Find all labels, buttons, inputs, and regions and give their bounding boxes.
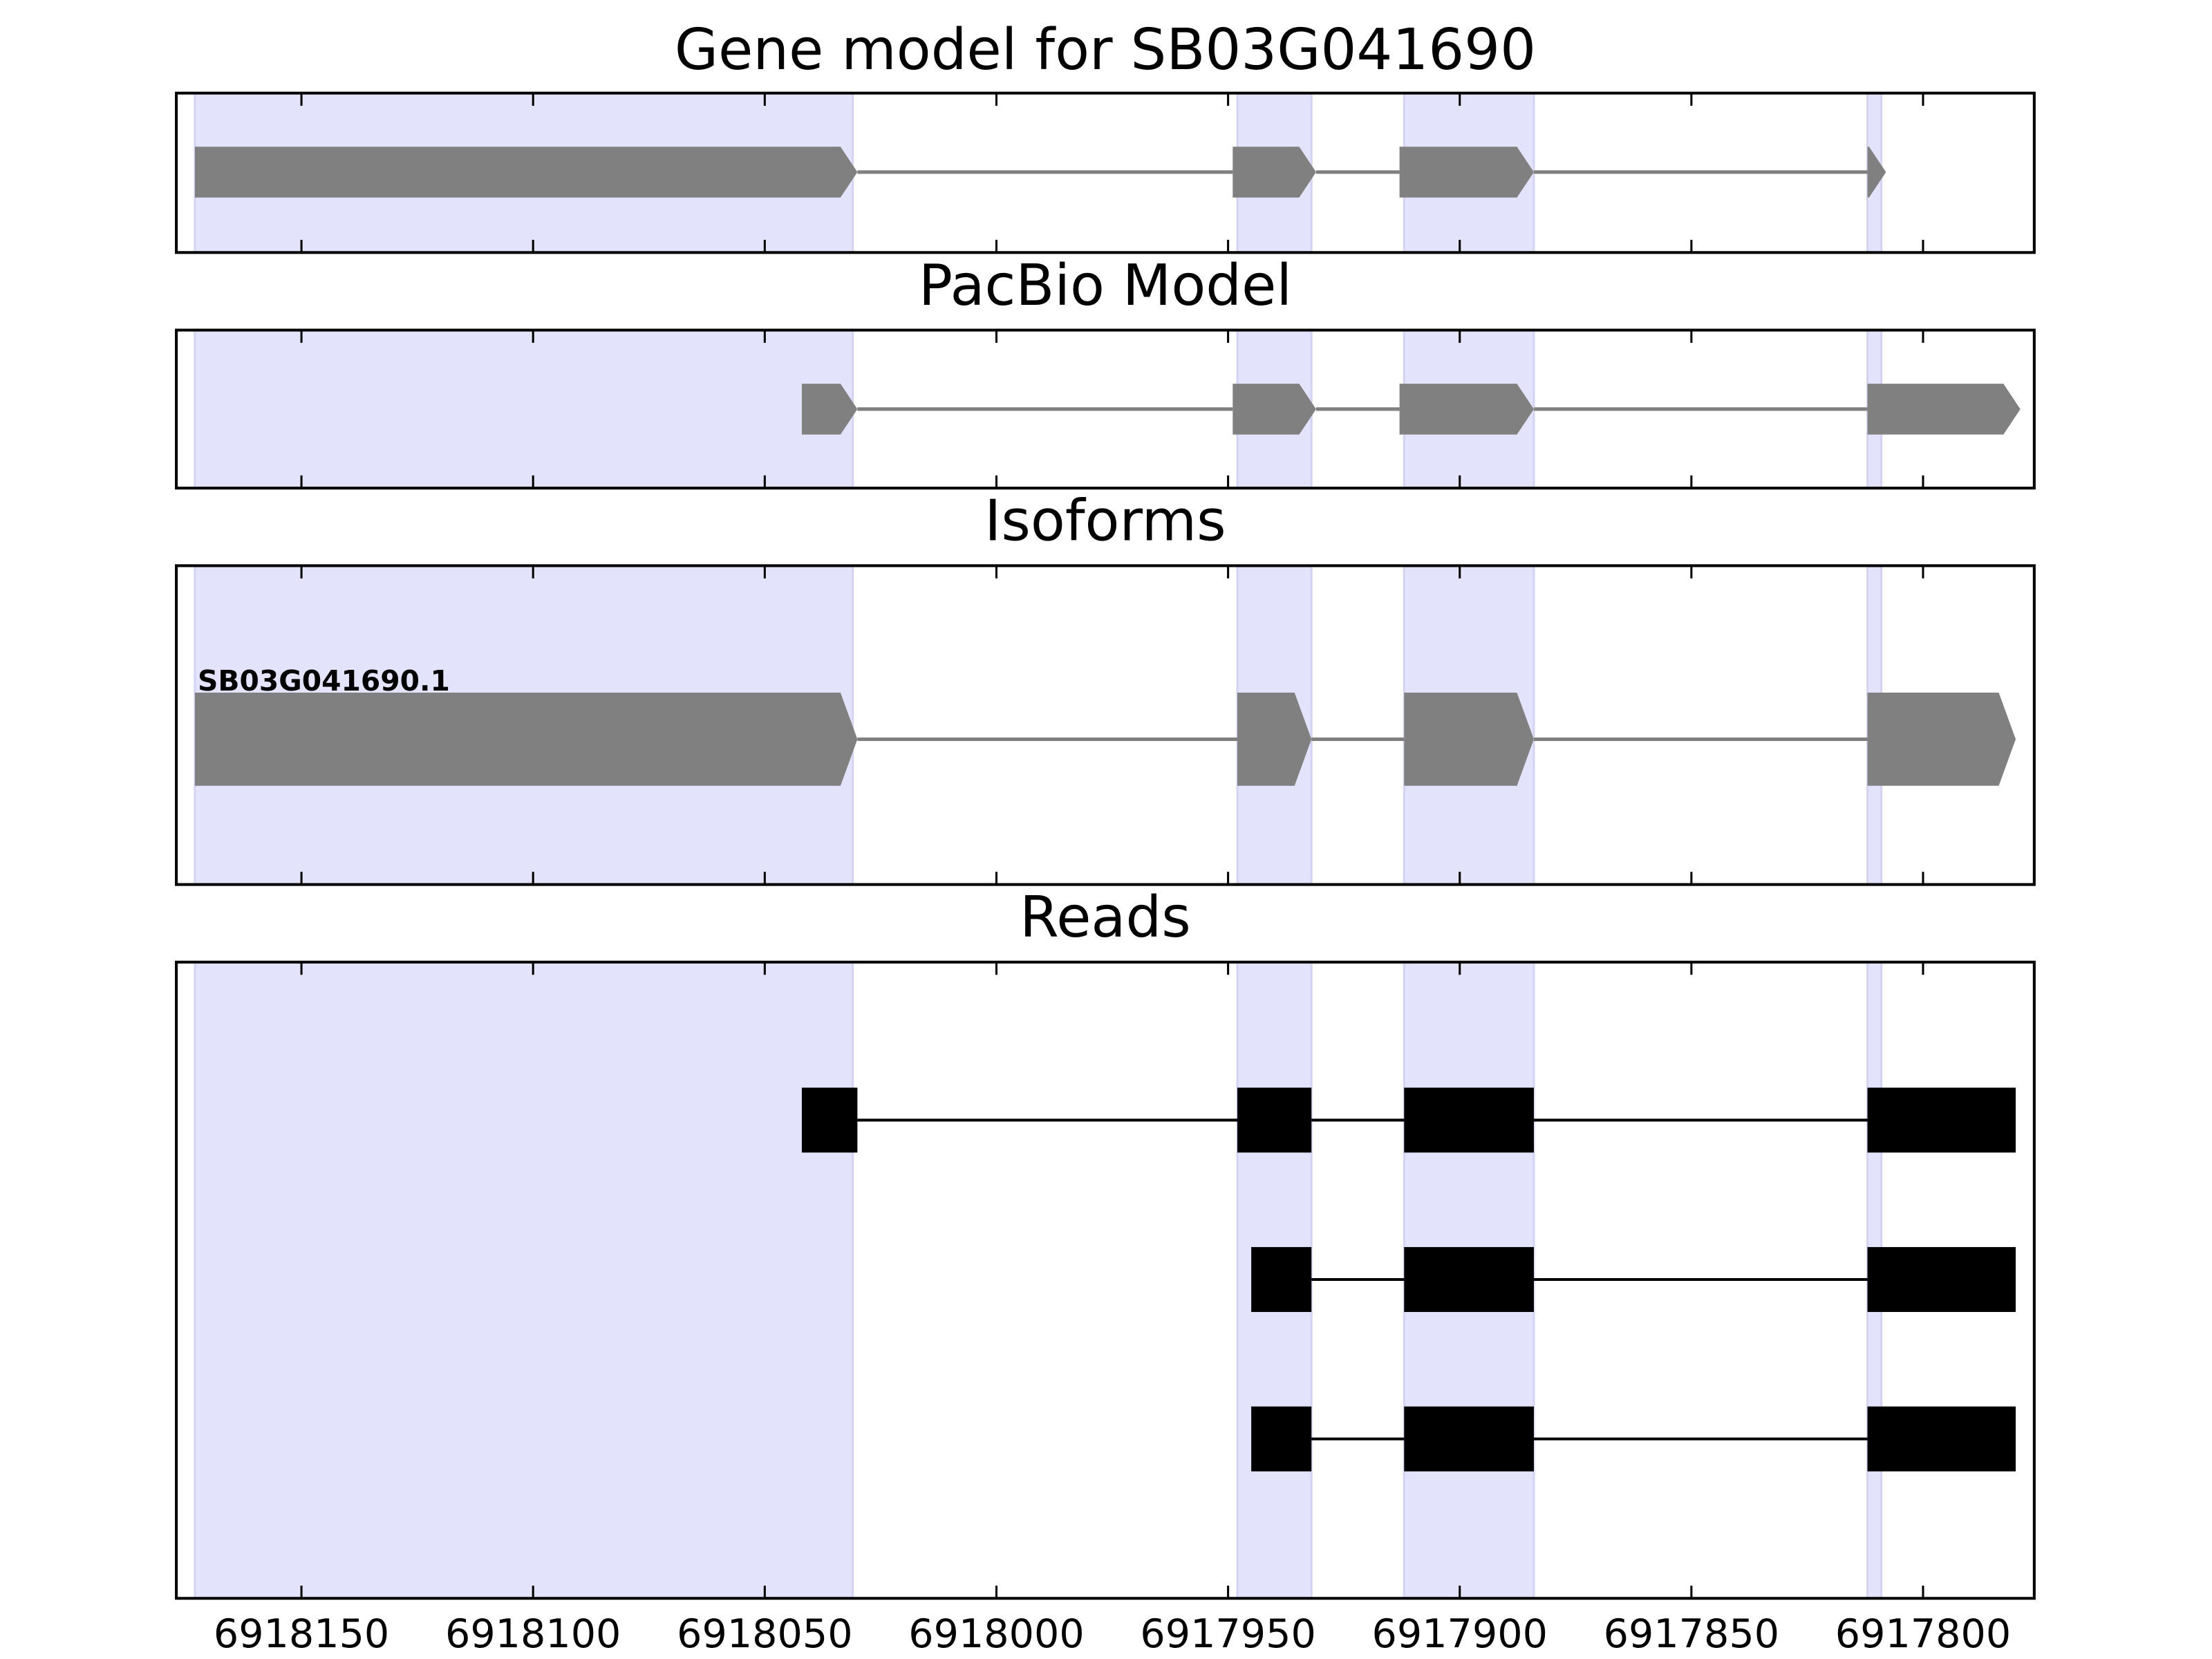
read-block	[1867, 1247, 2016, 1312]
read-block	[1867, 1406, 2016, 1472]
read-block	[1404, 1247, 1534, 1312]
read-block	[1251, 1406, 1312, 1472]
axes-frame	[175, 960, 2036, 1600]
x-tick-label: 6918100	[445, 1611, 621, 1657]
read-block	[1404, 1087, 1534, 1153]
panel: Gene model for SB03G041690	[175, 17, 2036, 254]
read-block	[1251, 1247, 1312, 1312]
x-tick-label: 6917950	[1140, 1611, 1315, 1657]
panel-title: Gene model for SB03G041690	[675, 17, 1536, 83]
exon	[1867, 384, 2021, 435]
x-tick-label: 6917800	[1835, 1611, 2011, 1657]
panel: Isoforms SB03G041690.1	[175, 489, 2036, 886]
read-block	[1404, 1406, 1534, 1472]
isoform-label: SB03G041690.1	[198, 664, 450, 697]
x-tick-label: 6918150	[214, 1611, 389, 1657]
x-tick-label: 6917900	[1372, 1611, 1548, 1657]
exon-highlight	[194, 329, 854, 489]
panel-title: Reads	[1020, 885, 1191, 950]
panel: PacBio Model	[175, 253, 2036, 490]
read-block	[1867, 1087, 2016, 1153]
exon	[1399, 147, 1534, 198]
exon	[801, 384, 858, 435]
x-tick-label: 6918050	[677, 1611, 852, 1657]
axes-frame	[175, 91, 2036, 254]
exon	[1399, 384, 1534, 435]
read-block	[801, 1087, 858, 1153]
panel-title: Isoforms	[984, 489, 1226, 554]
axes-frame	[175, 328, 2036, 490]
read-block	[1237, 1087, 1312, 1153]
exon	[194, 693, 858, 786]
panel-title: PacBio Model	[919, 253, 1292, 319]
x-tick-label: 6918000	[908, 1611, 1084, 1657]
exon-highlight	[194, 961, 854, 1600]
exon	[1867, 147, 1886, 198]
panel: Reads 6918150 6918100 6918050 6918000 6917950…	[175, 885, 2036, 1657]
exon	[1232, 147, 1316, 198]
exon	[1404, 693, 1534, 786]
exon	[1237, 693, 1312, 786]
exon	[194, 147, 858, 198]
exon	[1867, 693, 2016, 786]
exon	[1232, 384, 1316, 435]
x-tick-label: 6917850	[1604, 1611, 1779, 1657]
axes-frame	[175, 564, 2036, 886]
